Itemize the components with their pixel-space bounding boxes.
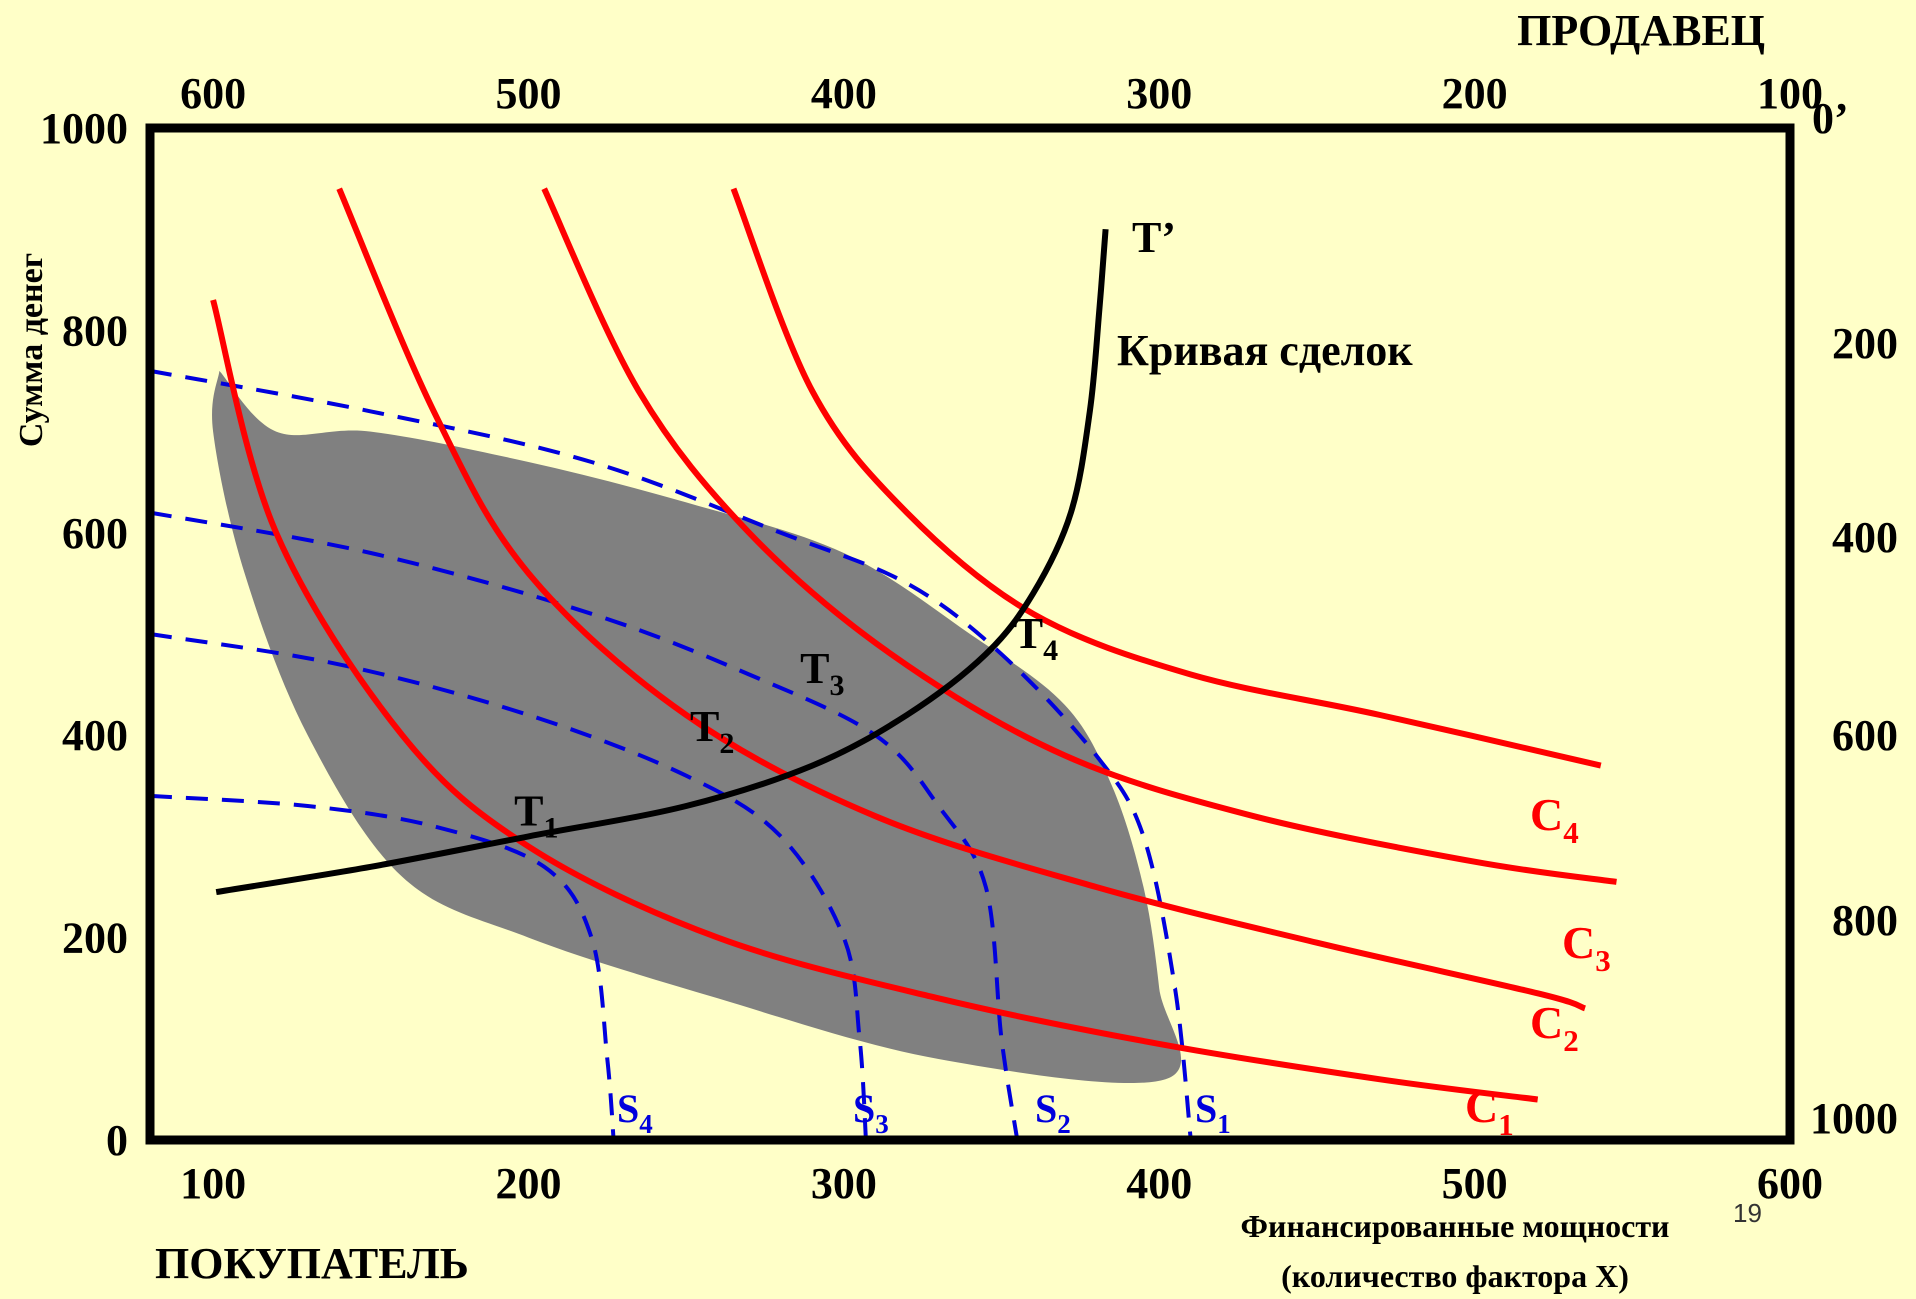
- contract-curve-line: [215, 228, 1109, 896]
- x-top-tick: 600: [180, 69, 246, 118]
- contract-curve: [215, 228, 1109, 896]
- red-curve-c3: [541, 187, 1617, 885]
- red-curve-label-c1: C1: [1465, 1081, 1514, 1142]
- y-left-tick: 0: [106, 1116, 128, 1165]
- dashed-curve-s4: [149, 793, 616, 1141]
- dashed-curve-label-s4: S4: [617, 1086, 653, 1139]
- x-top-tick: 300: [1126, 69, 1192, 118]
- y-right-tick: 200: [1832, 319, 1898, 368]
- red-curve-label-c4: C4: [1530, 789, 1579, 850]
- x-bottom-tick: 400: [1126, 1159, 1192, 1208]
- x-axis-label-line1: Финансированные мощности: [1241, 1208, 1670, 1244]
- dashed-curves: [149, 368, 1193, 1141]
- y-left-tick: 200: [62, 914, 128, 963]
- y-left-tick: 600: [62, 509, 128, 558]
- dashed-curve-s3: [149, 632, 868, 1141]
- bottom-title: ПОКУПАТЕЛЬ: [155, 1239, 469, 1288]
- top-title: ПРОДАВЕЦ: [1517, 6, 1765, 55]
- red-curve-c4: [730, 187, 1602, 769]
- curve-labels: C1 C2 C3 C4 S1 S2 S3 S4 T1 T2 T3 T4 T’ Кривая сделок: [514, 213, 1611, 1142]
- y-left-tick: 400: [62, 711, 128, 760]
- indifference-curves: [210, 187, 1617, 1103]
- red-curve-c2: [336, 187, 1587, 1012]
- dashed-curve-s1: [149, 368, 1193, 1141]
- y-right-tick: 0’: [1812, 94, 1849, 143]
- x-top-tick: 500: [495, 69, 561, 118]
- x-bottom-tick: 200: [495, 1159, 561, 1208]
- y-axis-label: Сумма денег: [13, 253, 50, 447]
- x-top-tick: 400: [811, 69, 877, 118]
- red-curve-label-c2: C2: [1530, 997, 1579, 1058]
- x-axis-label-line2: (количество фактора Х): [1281, 1258, 1629, 1294]
- point-label-t2: T2: [690, 702, 734, 760]
- contract-area-shade: [212, 370, 1182, 1084]
- y-right-tick: 1000: [1810, 1094, 1898, 1143]
- point-label-t1: T1: [514, 786, 558, 844]
- red-curve-c1: [210, 299, 1539, 1103]
- red-curve-label-c3: C3: [1562, 917, 1611, 978]
- x-bottom-tick: 500: [1442, 1159, 1508, 1208]
- contract-curve-end-label: T’: [1132, 213, 1176, 262]
- point-label-t4: T4: [1014, 609, 1058, 667]
- point-label-t3: T3: [800, 644, 844, 702]
- y-right-tick: 600: [1832, 711, 1898, 760]
- x-top-tick: 100: [1757, 69, 1823, 118]
- y-right-tick: 800: [1832, 896, 1898, 945]
- page-number: 19: [1733, 1198, 1762, 1228]
- plot-frame: [145, 123, 1795, 1145]
- y-right-tick: 400: [1832, 513, 1898, 562]
- x-bottom-tick: 600: [1757, 1159, 1823, 1208]
- dashed-curve-label-s2: S2: [1035, 1086, 1071, 1139]
- y-left-tick: 800: [62, 306, 128, 355]
- y-left-tick: 1000: [40, 104, 128, 153]
- dashed-curve-label-s3: S3: [853, 1086, 889, 1139]
- tick-labels: 100 200 300 400 500 600 0 200 400 600 800 1000 600 50…: [40, 69, 1898, 1208]
- dashed-curve-s2: [149, 510, 1020, 1141]
- contract-curve-name: Кривая сделок: [1117, 326, 1413, 375]
- shaded-region: [212, 370, 1182, 1084]
- x-bottom-tick: 300: [811, 1159, 877, 1208]
- x-top-tick: 200: [1442, 69, 1508, 118]
- x-bottom-tick: 100: [180, 1159, 246, 1208]
- dashed-curve-label-s1: S1: [1195, 1086, 1231, 1139]
